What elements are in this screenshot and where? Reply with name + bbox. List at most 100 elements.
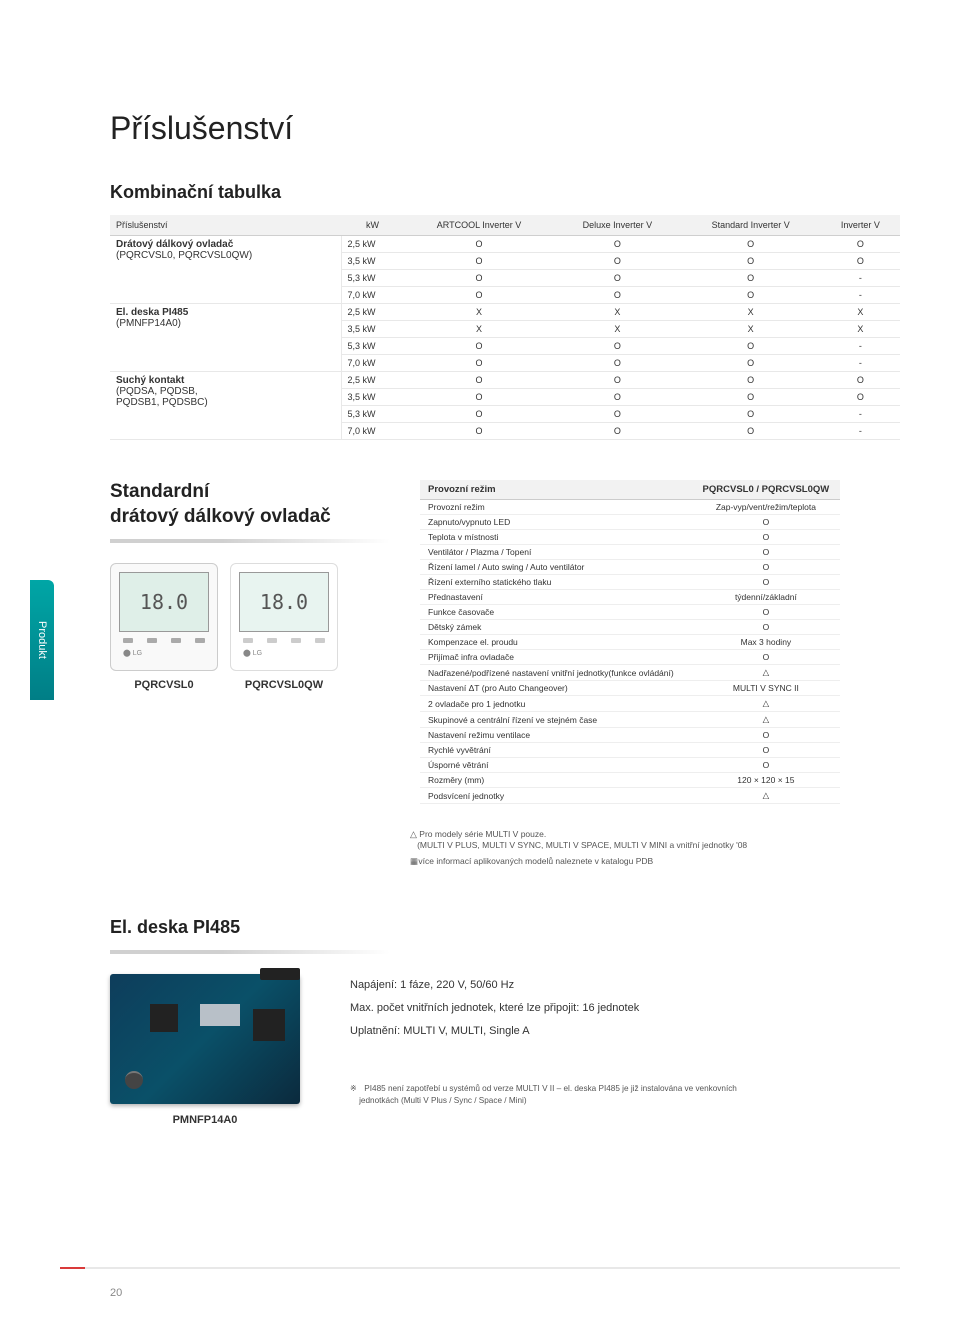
table-row: 2 ovladače pro 1 jednotku△: [420, 696, 840, 712]
remote-2-label: PQRCVSL0QW: [230, 679, 338, 691]
feature-header-left: Provozní režim: [420, 480, 692, 500]
group-label: Suchý kontakt(PQDSA, PQDSB,PQDSB1, PQDSB…: [110, 372, 341, 440]
asterisk-icon: ※: [350, 1083, 362, 1094]
value-cell: O: [681, 372, 821, 389]
table-row: Řízení lamel / Auto swing / Auto ventilá…: [420, 560, 840, 575]
combo-header: Příslušenství: [110, 215, 341, 236]
kw-cell: 7,0 kW: [341, 355, 404, 372]
table-row: Provozní režimZap-vyp/vent/režim/teplota: [420, 500, 840, 515]
feature-name: Dětský zámek: [420, 620, 692, 635]
feature-value: O: [692, 758, 840, 773]
feature-value: △: [692, 712, 840, 728]
feature-table: Provozní režim PQRCVSL0 / PQRCVSL0QW Pro…: [420, 480, 840, 804]
kw-cell: 2,5 kW: [341, 304, 404, 321]
value-cell: O: [554, 423, 681, 440]
pi-spec-1: Napájení: 1 fáze, 220 V, 50/60 Hz: [350, 974, 737, 997]
table-row: Nastavení režimu ventilaceO: [420, 728, 840, 743]
feature-value: O: [692, 545, 840, 560]
kw-cell: 5,3 kW: [341, 406, 404, 423]
table-row: Ventilátor / Plazma / TopeníO: [420, 545, 840, 560]
feature-name: Ventilátor / Plazma / Topení: [420, 545, 692, 560]
combo-header: Standard Inverter V: [681, 215, 821, 236]
kw-cell: 2,5 kW: [341, 372, 404, 389]
value-cell: O: [681, 423, 821, 440]
feature-value: O: [692, 650, 840, 665]
value-cell: -: [821, 270, 900, 287]
value-cell: X: [681, 304, 821, 321]
feature-value: O: [692, 575, 840, 590]
feature-value: MULTI V SYNC II: [692, 681, 840, 696]
table-row: Kompenzace el. prouduMax 3 hodiny: [420, 635, 840, 650]
divider-gradient: [110, 950, 390, 954]
kw-cell: 3,5 kW: [341, 389, 404, 406]
value-cell: -: [821, 338, 900, 355]
feature-value: O: [692, 515, 840, 530]
value-cell: X: [821, 304, 900, 321]
feature-header-right: PQRCVSL0 / PQRCVSL0QW: [692, 480, 840, 500]
value-cell: O: [821, 389, 900, 406]
combo-header: ARTCOOL Inverter V: [404, 215, 554, 236]
combo-header: Deluxe Inverter V: [554, 215, 681, 236]
value-cell: O: [554, 338, 681, 355]
feature-value: △: [692, 788, 840, 804]
feature-name: Provozní režim: [420, 500, 692, 515]
value-cell: O: [681, 287, 821, 304]
value-cell: O: [821, 372, 900, 389]
value-cell: O: [404, 372, 554, 389]
value-cell: O: [554, 389, 681, 406]
remote-device-icon: 18.0 ⬤ LG: [230, 563, 338, 671]
value-cell: O: [681, 338, 821, 355]
value-cell: O: [681, 253, 821, 270]
feature-value: △: [692, 696, 840, 712]
side-tab-produkt: Produkt: [30, 580, 54, 700]
value-cell: X: [554, 304, 681, 321]
value-cell: O: [404, 236, 554, 253]
table-row: Skupinové a centrální řízení ve stejném …: [420, 712, 840, 728]
value-cell: O: [821, 236, 900, 253]
table-row: Rozměry (mm)120 × 120 × 15: [420, 773, 840, 788]
table-row: Přednastavenítýdenní/základní: [420, 590, 840, 605]
circuit-board-icon: [110, 974, 300, 1104]
value-cell: O: [681, 236, 821, 253]
value-cell: O: [681, 389, 821, 406]
table-row: Funkce časovačeO: [420, 605, 840, 620]
table-row: Suchý kontakt(PQDSA, PQDSB,PQDSB1, PQDSB…: [110, 372, 900, 389]
feature-value: Zap-vyp/vent/režim/teplota: [692, 500, 840, 515]
feature-value: 120 × 120 × 15: [692, 773, 840, 788]
value-cell: O: [404, 406, 554, 423]
feature-value: O: [692, 728, 840, 743]
kw-cell: 2,5 kW: [341, 236, 404, 253]
value-cell: O: [554, 253, 681, 270]
feature-value: O: [692, 560, 840, 575]
feature-name: Rychlé vyvětrání: [420, 743, 692, 758]
value-cell: X: [404, 321, 554, 338]
value-cell: -: [821, 423, 900, 440]
feature-value: O: [692, 743, 840, 758]
feature-name: Zapnuto/vypnuto LED: [420, 515, 692, 530]
group-label: El. deska PI485(PMNFP14A0): [110, 304, 341, 372]
table-row: Teplota v místnostiO: [420, 530, 840, 545]
lg-logo-icon: ⬤ LG: [239, 649, 329, 657]
feature-value: týdenní/základní: [692, 590, 840, 605]
value-cell: O: [554, 355, 681, 372]
value-cell: O: [404, 338, 554, 355]
value-cell: O: [681, 406, 821, 423]
section3-title: El. deska PI485: [110, 917, 900, 938]
pi-spec-2: Max. počet vnitřních jednotek, které lze…: [350, 997, 737, 1020]
value-cell: X: [554, 321, 681, 338]
feature-name: Teplota v místnosti: [420, 530, 692, 545]
value-cell: -: [821, 287, 900, 304]
feature-name: Nastavení ΔT (pro Auto Changeover): [420, 681, 692, 696]
note-1b: (MULTI V PLUS, MULTI V SYNC, MULTI V SPA…: [417, 840, 747, 850]
feature-name: Řízení lamel / Auto swing / Auto ventilá…: [420, 560, 692, 575]
value-cell: O: [404, 355, 554, 372]
value-cell: X: [681, 321, 821, 338]
feature-value: O: [692, 605, 840, 620]
page-number: 20: [110, 1287, 122, 1299]
table-row: Řízení externího statického tlakuO: [420, 575, 840, 590]
value-cell: O: [404, 287, 554, 304]
combo-header: kW: [341, 215, 404, 236]
feature-value: O: [692, 530, 840, 545]
footer-divider: [60, 1267, 900, 1269]
group-label: Drátový dálkový ovladač(PQRCVSL0, PQRCVS…: [110, 236, 341, 304]
